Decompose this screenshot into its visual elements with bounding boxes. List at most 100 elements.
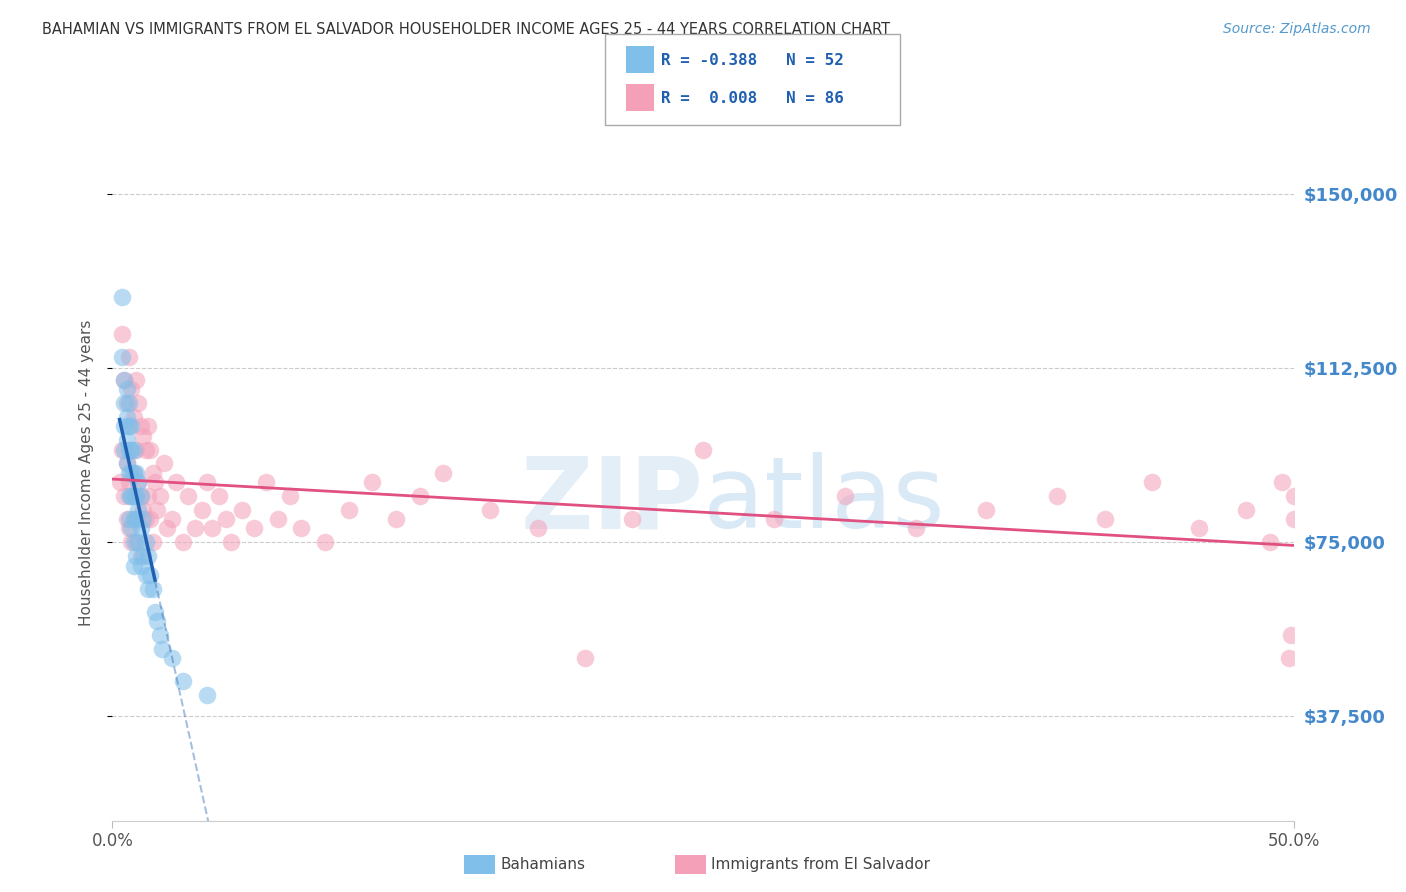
Point <box>129 489 152 503</box>
Point <box>112 373 135 387</box>
Point <box>146 503 169 517</box>
Point <box>118 419 141 434</box>
Point <box>290 521 312 535</box>
Point <box>184 521 207 535</box>
Point <box>118 512 141 526</box>
Point <box>191 503 214 517</box>
Point <box>139 567 162 582</box>
Point <box>118 396 141 410</box>
Point <box>160 512 183 526</box>
Point <box>146 614 169 628</box>
Point <box>834 489 856 503</box>
Point <box>129 521 152 535</box>
Point <box>136 489 159 503</box>
Point <box>122 489 145 503</box>
Point <box>479 503 502 517</box>
Point <box>127 535 149 549</box>
Point <box>135 512 157 526</box>
Point <box>120 466 142 480</box>
Point <box>122 466 145 480</box>
Point <box>125 466 148 480</box>
Point <box>112 489 135 503</box>
Point <box>1282 489 1305 503</box>
Point <box>115 457 138 471</box>
Point <box>278 489 301 503</box>
Point <box>135 535 157 549</box>
Point <box>122 512 145 526</box>
Point <box>127 475 149 489</box>
Point <box>136 549 159 564</box>
Point <box>231 503 253 517</box>
Y-axis label: Householder Income Ages 25 - 44 years: Householder Income Ages 25 - 44 years <box>79 319 94 626</box>
Point <box>111 289 134 303</box>
Point <box>135 567 157 582</box>
Point <box>122 512 145 526</box>
Point <box>125 373 148 387</box>
Point <box>129 489 152 503</box>
Point <box>127 396 149 410</box>
Point <box>139 512 162 526</box>
Text: R = -0.388   N = 52: R = -0.388 N = 52 <box>661 53 844 68</box>
Point <box>111 442 134 457</box>
Point <box>115 382 138 396</box>
Point <box>118 419 141 434</box>
Point <box>120 442 142 457</box>
Point <box>904 521 927 535</box>
Point <box>156 521 179 535</box>
Point <box>361 475 384 489</box>
Point <box>135 442 157 457</box>
Point <box>142 582 165 596</box>
Point <box>132 428 155 442</box>
Point <box>432 466 454 480</box>
Point <box>195 689 218 703</box>
Point <box>118 442 141 457</box>
Point <box>976 503 998 517</box>
Point <box>1282 512 1305 526</box>
Point <box>385 512 408 526</box>
Point <box>314 535 336 549</box>
Point <box>149 489 172 503</box>
Point <box>115 410 138 425</box>
Point <box>115 512 138 526</box>
Text: Bahamians: Bahamians <box>501 857 585 871</box>
Point <box>195 475 218 489</box>
Point <box>115 457 138 471</box>
Point <box>139 442 162 457</box>
Point <box>125 535 148 549</box>
Point <box>118 489 141 503</box>
Point <box>142 535 165 549</box>
Point <box>1140 475 1163 489</box>
Point <box>118 466 141 480</box>
Point <box>115 434 138 448</box>
Point <box>122 535 145 549</box>
Point <box>267 512 290 526</box>
Point <box>115 396 138 410</box>
Point <box>125 549 148 564</box>
Point <box>112 396 135 410</box>
Point <box>1234 503 1257 517</box>
Point <box>219 535 242 549</box>
Point <box>127 503 149 517</box>
Point <box>136 419 159 434</box>
Point <box>142 466 165 480</box>
Point <box>160 651 183 665</box>
Point <box>122 442 145 457</box>
Text: BAHAMIAN VS IMMIGRANTS FROM EL SALVADOR HOUSEHOLDER INCOME AGES 25 - 44 YEARS CO: BAHAMIAN VS IMMIGRANTS FROM EL SALVADOR … <box>42 22 890 37</box>
Point <box>172 674 194 689</box>
Point <box>1188 521 1211 535</box>
Point <box>120 419 142 434</box>
Text: R =  0.008   N = 86: R = 0.008 N = 86 <box>661 91 844 106</box>
Point <box>120 382 142 396</box>
Point <box>136 582 159 596</box>
Point <box>177 489 200 503</box>
Point <box>120 489 142 503</box>
Point <box>165 475 187 489</box>
Point <box>172 535 194 549</box>
Text: Immigrants from El Salvador: Immigrants from El Salvador <box>711 857 931 871</box>
Point <box>153 457 176 471</box>
Point <box>201 521 224 535</box>
Point <box>112 419 135 434</box>
Point <box>108 475 131 489</box>
Point <box>692 442 714 457</box>
Point <box>143 475 166 489</box>
